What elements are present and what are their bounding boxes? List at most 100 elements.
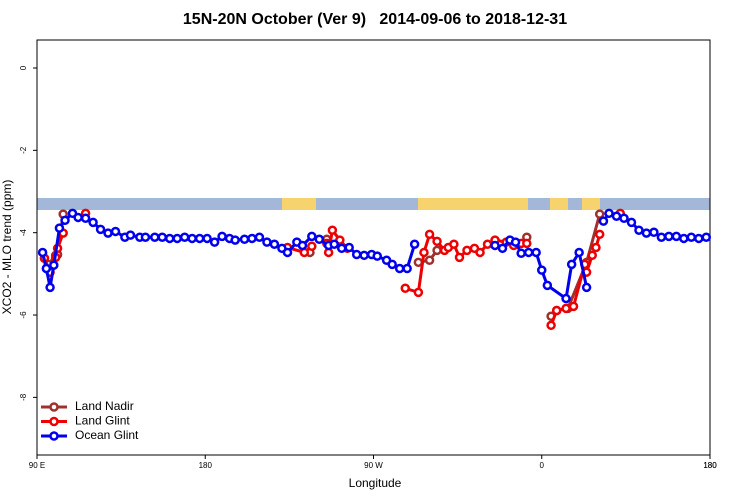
point-marker: [194, 233, 205, 244]
y-tick-label: -8: [19, 393, 28, 401]
y-tick-label: -6: [19, 311, 28, 319]
legend-marker: [49, 416, 59, 427]
point-marker: [566, 259, 577, 270]
point-marker: [60, 215, 70, 226]
point-marker: [516, 248, 526, 259]
legend-label: Land Nadir: [75, 399, 134, 413]
series: [37, 208, 712, 304]
x-tick-label: 180: [199, 461, 213, 470]
point-marker: [387, 259, 397, 270]
point-marker: [574, 247, 584, 258]
point-marker: [157, 232, 168, 242]
point-marker: [619, 213, 629, 224]
point-marker: [546, 320, 556, 331]
point-marker: [400, 283, 411, 294]
y-tick-label: 0: [19, 65, 28, 70]
plot-frame: [36, 39, 711, 456]
point-marker: [80, 213, 91, 224]
y-axis-label: XCO2 - MLO trend (ppm): [0, 180, 14, 315]
point-marker: [413, 257, 424, 268]
point-marker: [140, 232, 151, 242]
point-marker: [694, 233, 704, 244]
point-marker: [587, 250, 597, 261]
point-marker: [49, 260, 59, 270]
point-marker: [209, 237, 220, 247]
x-tick-label: 90 W: [364, 461, 383, 470]
point-marker: [634, 225, 644, 235]
point-marker: [187, 233, 197, 244]
point-marker: [679, 233, 689, 244]
point-marker: [54, 223, 65, 233]
point-marker: [462, 245, 472, 256]
point-marker: [37, 247, 48, 258]
point-marker: [103, 228, 113, 238]
point-marker: [611, 211, 622, 221]
point-marker: [604, 208, 614, 219]
point-marker: [269, 239, 280, 249]
point-marker: [88, 217, 98, 228]
point-marker: [424, 229, 435, 240]
series-line: [43, 213, 602, 318]
point-marker: [394, 263, 405, 274]
point-marker: [701, 232, 712, 242]
point-marker: [202, 233, 212, 244]
point-marker: [475, 247, 485, 258]
point-marker: [598, 216, 609, 226]
point-marker: [561, 293, 571, 304]
point-marker: [537, 265, 547, 275]
point-marker: [344, 242, 354, 253]
point-marker: [568, 301, 579, 312]
series: [39, 209, 605, 322]
point-marker: [497, 243, 508, 254]
point-marker: [307, 241, 317, 252]
point-marker: [482, 239, 493, 249]
chart-title: 15N-20N October (Ver 9) 2014-09-06 to 20…: [183, 11, 567, 28]
point-marker: [664, 231, 674, 242]
point-marker: [327, 225, 338, 235]
point-marker: [649, 227, 659, 238]
point-marker: [282, 247, 293, 258]
legend-marker: [49, 431, 59, 441]
land-band: [582, 198, 600, 210]
point-marker: [531, 247, 541, 258]
point-marker: [626, 217, 637, 228]
point-marker: [150, 232, 160, 242]
point-marker: [594, 209, 605, 219]
point-marker: [230, 235, 240, 245]
point-marker: [656, 232, 667, 242]
point-marker: [314, 234, 325, 245]
point-marker: [351, 249, 362, 260]
legend-label: Land Glint: [75, 414, 130, 428]
point-marker: [239, 234, 250, 245]
point-marker: [454, 252, 465, 263]
point-marker: [41, 263, 52, 274]
x-axis-label: Longitude: [349, 476, 402, 490]
x-tick-label: 180: [703, 461, 717, 470]
legend-label: Ocean Glint: [75, 428, 139, 442]
point-marker: [95, 224, 106, 235]
point-marker: [561, 303, 571, 314]
point-marker: [432, 236, 442, 247]
point-marker: [262, 237, 272, 247]
point-marker: [125, 230, 136, 240]
point-marker: [551, 305, 562, 316]
point-marker: [686, 232, 697, 242]
point-marker: [594, 229, 605, 240]
y-tick-label: -2: [19, 146, 28, 154]
ocean-band: [37, 198, 710, 210]
point-marker: [449, 239, 459, 249]
point-marker: [591, 242, 601, 253]
point-marker: [510, 237, 521, 247]
point-marker: [409, 239, 420, 249]
point-marker: [522, 238, 532, 249]
x-tick-label: 180: [703, 461, 717, 470]
land-band: [282, 198, 316, 210]
point-marker: [297, 240, 308, 251]
point-marker: [424, 255, 435, 266]
point-marker: [73, 212, 83, 223]
point-marker: [419, 247, 429, 258]
legend-marker: [49, 402, 59, 412]
point-marker: [542, 280, 553, 291]
land-band: [550, 198, 568, 210]
